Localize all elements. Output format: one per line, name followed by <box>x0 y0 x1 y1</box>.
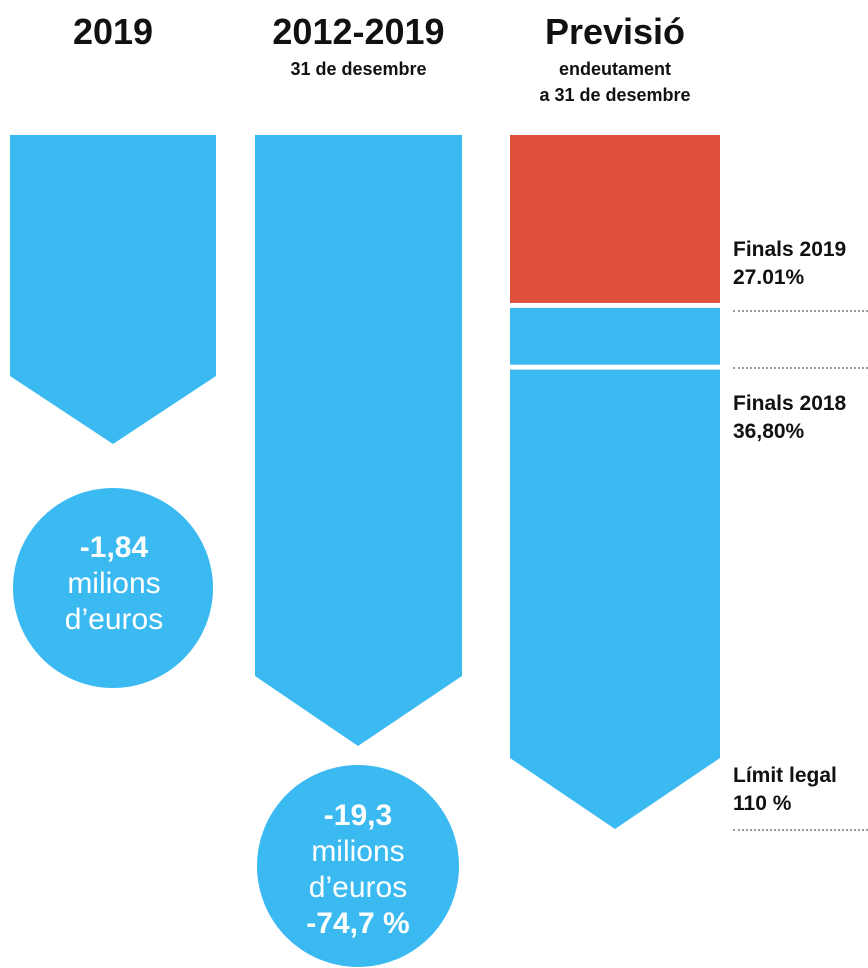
segment-finals-2018 <box>510 307 720 365</box>
marker-finals-2019-label: Finals 2019 <box>733 238 847 261</box>
marker-limit-legal-label: Límit legal <box>733 764 837 787</box>
arrow-2019 <box>10 135 216 444</box>
arrow-2012-2019 <box>255 135 462 746</box>
circle-2-percent: -74,7 % <box>306 907 410 940</box>
marker-finals-2019-value: 27.01% <box>733 266 805 289</box>
column-title-previsio: Previsió <box>544 11 686 52</box>
circle-1-unit-line-2: d’euros <box>64 603 164 636</box>
circle-2-unit-line-1: milions <box>311 835 405 868</box>
marker-finals-2018-line <box>733 367 868 369</box>
marker-finals-2019-line <box>733 310 868 312</box>
column-title-2012-2019: 2012-2019 <box>272 11 445 52</box>
circle-2019 <box>13 488 213 688</box>
circle-2-text: -19,3 milions d’euros -74,7 % <box>258 798 458 942</box>
circle-2012-2019 <box>257 765 459 967</box>
marker-limit-legal: Límit legal 110 % <box>733 762 837 818</box>
marker-finals-2019: Finals 2019 27.01% <box>733 236 846 292</box>
column-title-2019: 2019 <box>72 11 154 52</box>
circle-2-value: -19,3 <box>323 799 393 832</box>
marker-limit-legal-line <box>733 829 868 831</box>
column-subtitle-previsio: endeutament a 31 de desembre <box>510 56 720 108</box>
circle-1-text: -1,84 milions d’euros <box>14 530 214 638</box>
circle-2-unit-line-2: d’euros <box>308 871 408 904</box>
column-subtitle-2012-2019: 31 de desembre <box>290 59 427 79</box>
subtitle-line-2: a 31 de desembre <box>539 85 691 105</box>
marker-finals-2018-label: Finals 2018 <box>733 392 847 415</box>
circle-1-value: -1,84 <box>79 531 149 564</box>
marker-limit-legal-value: 110 % <box>733 792 792 815</box>
segment-limit-legal <box>510 369 720 829</box>
segment-finals-2019 <box>510 135 720 303</box>
circle-1-unit-line-1: milions <box>67 567 161 600</box>
marker-finals-2018-value: 36,80% <box>733 420 805 443</box>
subtitle-line-1: endeutament <box>558 59 672 79</box>
marker-finals-2018: Finals 2018 36,80% <box>733 390 846 446</box>
